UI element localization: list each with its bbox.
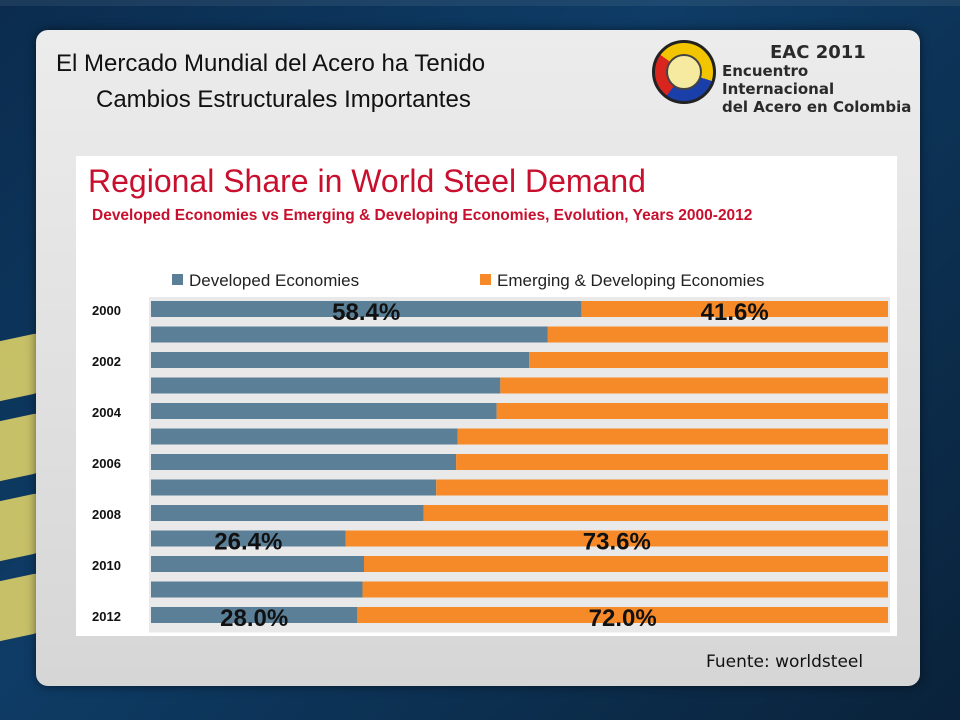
- logo-line3: del Acero en Colombia: [722, 98, 912, 116]
- bar-developed-2008: [151, 505, 424, 521]
- tick-label-2008: 2008: [92, 507, 121, 522]
- bar-emerging-2002: [529, 352, 888, 368]
- bar-emerging-2005: [457, 428, 888, 445]
- chart-title: Regional Share in World Steel Demand: [88, 163, 646, 199]
- bar-emerging-2009: [345, 530, 888, 547]
- tick-label-2002: 2002: [92, 354, 121, 369]
- data-label-developed-2009: 26.4%: [214, 529, 282, 556]
- bar-developed-2006: [151, 454, 457, 470]
- legend-swatch-developed: [172, 274, 183, 285]
- film-strip-decoration: [0, 332, 40, 408]
- film-strip-decoration: [0, 492, 40, 568]
- bar-emerging-2010: [363, 556, 888, 572]
- eac-logo-text: EAC 2011 Encuentro Internacional del Ace…: [722, 42, 920, 117]
- steel-demand-chart: Regional Share in World Steel Demand Dev…: [88, 163, 890, 633]
- chart-subtitle: Developed Economies vs Emerging & Develo…: [92, 207, 752, 224]
- bar-emerging-2000: [581, 301, 888, 317]
- bar-emerging-2003: [500, 377, 888, 394]
- bar-developed-2012: [151, 607, 358, 623]
- eac-logo: EAC 2011 Encuentro Internacional del Ace…: [652, 40, 920, 116]
- eac-emblem-center: [666, 54, 702, 90]
- data-label-developed-2012: 28.0%: [220, 605, 288, 632]
- tick-label-2004: 2004: [92, 405, 122, 420]
- bar-developed-2009: [151, 530, 346, 547]
- legend-label-developed: Developed Economies: [189, 271, 359, 290]
- data-label-emerging-2000: 41.6%: [701, 299, 769, 326]
- bar-developed-2007: [151, 479, 437, 496]
- legend-label-emerging: Emerging & Developing Economies: [497, 271, 764, 290]
- bar-emerging-2004: [496, 403, 888, 419]
- data-label-developed-2000: 58.4%: [332, 299, 400, 326]
- bar-developed-2011: [151, 581, 363, 598]
- bar-emerging-2011: [362, 581, 888, 598]
- bar-developed-2010: [151, 556, 364, 572]
- film-strip-decoration: [0, 572, 40, 648]
- bar-emerging-2007: [436, 479, 888, 496]
- year-tick-labels: 2000 2002 2004 2006 2008 2010 2012: [92, 303, 122, 624]
- bar-developed-2005: [151, 428, 458, 445]
- legend-swatch-emerging: [480, 274, 491, 285]
- bar-developed-2001: [151, 326, 548, 343]
- slide-title: El Mercado Mundial del Acero ha Tenido C…: [56, 46, 656, 118]
- bar-developed-2003: [151, 377, 501, 394]
- bar-emerging-2008: [423, 505, 888, 521]
- bar-rows: [149, 297, 890, 633]
- tick-label-2000: 2000: [92, 303, 121, 318]
- bar-emerging-2006: [456, 454, 888, 470]
- bar-emerging-2012: [357, 607, 888, 623]
- bar-emerging-2001: [547, 326, 888, 343]
- bar-developed-2004: [151, 403, 497, 419]
- tick-label-2006: 2006: [92, 456, 121, 471]
- data-labels: 58.4% 41.6% 26.4% 73.6% 28.0% 72.0%: [214, 299, 768, 632]
- source-note: Fuente: worldsteel: [706, 652, 864, 672]
- chart-container: Regional Share in World Steel Demand Dev…: [76, 156, 897, 636]
- slide-title-line1: El Mercado Mundial del Acero ha Tenido: [56, 50, 486, 77]
- data-label-emerging-2012: 72.0%: [589, 605, 657, 632]
- data-label-emerging-2009: 73.6%: [583, 529, 651, 556]
- bar-developed-2000: [151, 301, 582, 317]
- logo-line1: EAC 2011: [770, 42, 866, 63]
- logo-line2: Encuentro Internacional: [722, 62, 835, 98]
- film-strip-decoration: [0, 412, 40, 488]
- tick-label-2010: 2010: [92, 558, 121, 573]
- slide-title-line2: Cambios Estructurales Importantes: [96, 86, 471, 113]
- tick-label-2012: 2012: [92, 609, 121, 624]
- bar-developed-2002: [151, 352, 530, 368]
